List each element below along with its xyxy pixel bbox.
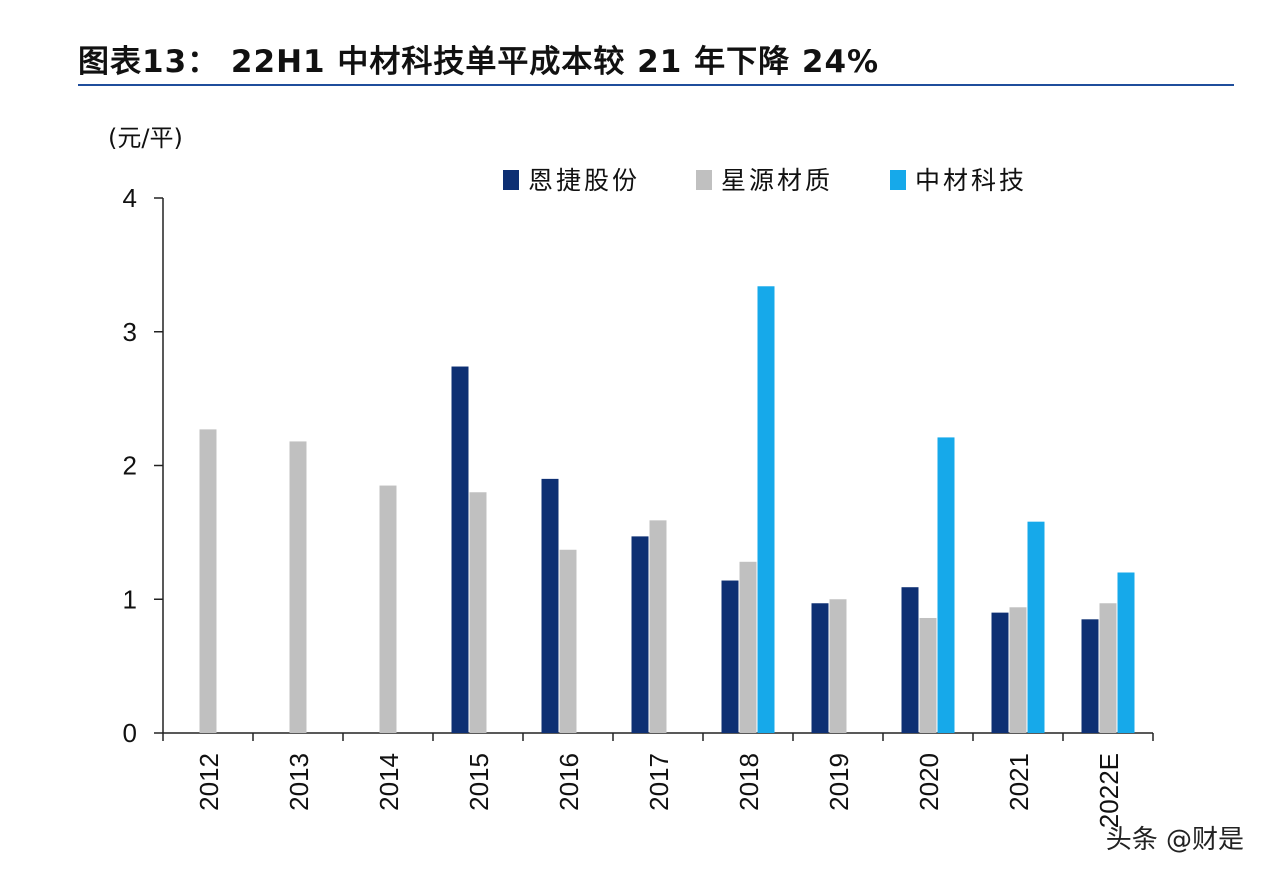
bar (1027, 521, 1045, 733)
bar (829, 599, 847, 733)
legend-swatch (503, 170, 519, 190)
y-tick-label: 0 (123, 718, 137, 748)
bar (1009, 607, 1027, 733)
legend-swatch (696, 170, 712, 190)
y-axis-unit-label: (元/平) (108, 124, 183, 152)
bar (379, 485, 397, 733)
x-tick-label: 2012 (194, 753, 224, 811)
axes: 0 1 2 3 4 2012 2013 2014 2015 2016 2017 2018 2019 202… (123, 183, 1154, 828)
bar (757, 286, 775, 733)
bar (739, 561, 757, 733)
y-tick-label: 4 (123, 183, 137, 213)
legend-swatch (890, 170, 906, 190)
y-tick-label: 2 (123, 451, 137, 481)
bar (901, 587, 919, 733)
bar (559, 549, 577, 733)
title-divider (78, 84, 1234, 86)
watermark: 头条 @财是 (1105, 825, 1244, 855)
x-tick-label: 2013 (284, 753, 314, 811)
bar (541, 478, 559, 733)
legend-label: 恩捷股份 (528, 166, 640, 195)
x-tick-label: 2017 (644, 753, 674, 811)
x-tick-label: 2018 (734, 753, 764, 811)
bar (631, 536, 649, 733)
bar (937, 437, 955, 733)
x-tick-label: 2015 (464, 753, 494, 811)
x-tick-label: 2021 (1004, 753, 1034, 811)
x-tick-label: 2014 (374, 753, 404, 811)
bar (721, 580, 739, 733)
bar (469, 492, 487, 733)
y-tick-label: 3 (123, 317, 137, 347)
bar (1081, 619, 1099, 733)
legend: 恩捷股份 星源材质 中材科技 (503, 166, 1027, 195)
bar (811, 603, 829, 733)
chart-title: 图表13： 22H1 中材科技单平成本较 21 年下降 24% (78, 44, 880, 80)
bars (199, 286, 1135, 733)
x-tick-label: 2022E (1094, 753, 1124, 828)
bar (1117, 572, 1135, 733)
bar (289, 441, 307, 733)
bar (919, 617, 937, 733)
bar (451, 366, 469, 733)
bar (1099, 603, 1117, 733)
legend-label: 中材科技 (915, 166, 1027, 195)
x-tick-label: 2020 (914, 753, 944, 811)
bar (199, 429, 217, 733)
legend-label: 星源材质 (721, 166, 833, 195)
x-tick-label: 2016 (554, 753, 584, 811)
y-tick-label: 1 (123, 584, 137, 614)
bar (991, 612, 1009, 733)
bar (649, 520, 667, 733)
x-tick-label: 2019 (824, 753, 854, 811)
